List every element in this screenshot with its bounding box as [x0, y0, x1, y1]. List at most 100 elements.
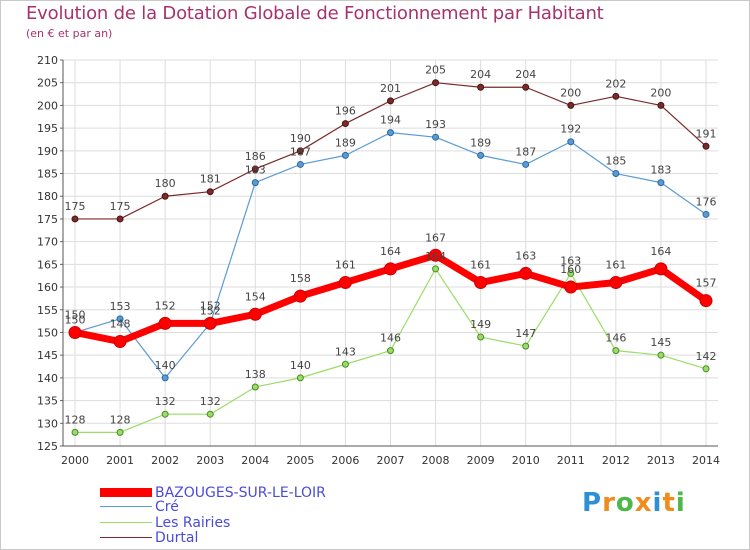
data-label-1: 140 [155, 359, 176, 372]
data-label-0: 164 [380, 245, 401, 258]
data-point-2 [702, 365, 710, 373]
data-point-2 [387, 347, 394, 355]
data-label-1: 150 [65, 313, 86, 326]
x-tick-label: 2000 [61, 454, 89, 467]
data-point-0 [429, 248, 443, 262]
data-label-1: 183 [650, 164, 671, 177]
data-point-0 [654, 262, 668, 276]
data-point-1 [116, 315, 124, 323]
data-label-0: 157 [696, 277, 717, 290]
y-tick-label: 200 [37, 99, 58, 112]
data-label-3: 175 [65, 200, 86, 213]
data-point-1 [387, 129, 394, 137]
data-label-2: 132 [155, 395, 176, 408]
data-point-1 [432, 133, 440, 141]
y-tick-label: 195 [37, 122, 58, 135]
data-point-0 [474, 276, 488, 290]
data-point-0 [203, 316, 217, 330]
data-point-3 [612, 92, 620, 100]
data-label-2: 163 [560, 254, 581, 267]
data-label-1: 189 [335, 136, 356, 149]
data-point-3 [296, 147, 304, 155]
data-label-3: 202 [605, 77, 626, 90]
data-label-2: 132 [200, 395, 221, 408]
data-label-2: 147 [515, 327, 536, 340]
data-label-3: 201 [380, 82, 401, 95]
data-point-1 [341, 151, 349, 159]
series-lines [68, 79, 713, 436]
x-tick-label: 2004 [241, 454, 269, 467]
data-point-1 [567, 138, 575, 146]
legend-label-durtal: Durtal [155, 530, 199, 546]
data-point-0 [609, 276, 623, 290]
data-label-0: 163 [515, 249, 536, 262]
data-point-0 [68, 325, 82, 339]
y-tick-label: 125 [37, 440, 58, 453]
data-label-2: 138 [245, 368, 266, 381]
data-label-1: 194 [380, 114, 401, 127]
x-tick-label: 2008 [422, 454, 450, 467]
x-tick-label: 2001 [106, 454, 134, 467]
y-tick-label: 165 [37, 258, 58, 271]
data-point-0 [113, 335, 127, 349]
data-label-3: 205 [425, 64, 446, 77]
data-label-3: 200 [560, 86, 581, 99]
data-label-2: 143 [335, 345, 356, 358]
y-tick-label: 140 [37, 372, 58, 385]
data-label-0: 158 [290, 272, 311, 285]
data-label-1: 187 [290, 145, 311, 158]
data-label-1: 187 [515, 145, 536, 158]
data-label-2: 142 [696, 350, 717, 363]
data-labels: 175 175 180 181 186 190 196 201 205 204 204 200 202 2… [65, 64, 717, 427]
data-point-3 [477, 83, 485, 91]
data-label-3: 175 [110, 200, 131, 213]
y-tick-label: 205 [37, 77, 58, 90]
y-tick-label: 190 [37, 145, 58, 158]
proxiti-logo: Proxiti [582, 488, 686, 518]
legend-item-bazouges: BAZOUGES-SUR-LE-LOIR [100, 485, 400, 501]
data-label-1: 153 [110, 300, 131, 313]
data-point-0 [338, 276, 352, 290]
data-label-0: 148 [110, 318, 131, 331]
legend-swatch-bazouges [100, 488, 152, 497]
chart-subtitle: (en € et par an) [26, 27, 113, 40]
data-label-0: 161 [335, 259, 356, 272]
data-label-1: 193 [425, 118, 446, 131]
chart-title: Evolution de la Dotation Globale de Fonc… [26, 3, 604, 24]
data-point-3 [657, 101, 665, 109]
logo-letter: t [662, 488, 676, 518]
x-tick-label: 2014 [692, 454, 720, 467]
data-label-3: 196 [335, 105, 356, 118]
data-point-3 [341, 120, 349, 128]
data-label-0: 167 [425, 231, 446, 244]
data-label-3: 204 [470, 68, 491, 81]
y-tick-label: 145 [37, 349, 58, 362]
data-label-2: 128 [65, 413, 86, 426]
legend-label-bazouges: BAZOUGES-SUR-LE-LOIR [155, 485, 326, 501]
logo-letter: i [652, 488, 663, 518]
data-label-2: 145 [650, 336, 671, 349]
data-point-3 [251, 165, 259, 173]
data-label-0: 150 [65, 308, 86, 321]
data-label-3: 181 [200, 173, 221, 186]
data-label-0: 161 [605, 259, 626, 272]
data-label-0: 161 [470, 259, 491, 272]
data-point-3 [116, 215, 124, 223]
data-label-3: 200 [650, 86, 671, 99]
data-label-1: 185 [605, 155, 626, 168]
logo-letter: P [582, 488, 603, 518]
data-point-0 [564, 280, 578, 294]
data-label-0: 164 [650, 245, 671, 258]
data-label-0: 154 [245, 290, 266, 303]
data-label-3: 191 [696, 127, 717, 140]
legend-item-les-rairies: Les Rairies [100, 515, 400, 531]
legend-item-durtal: Durtal [100, 530, 400, 546]
data-label-2: 128 [110, 413, 131, 426]
x-tick-label: 2012 [602, 454, 630, 467]
data-point-2 [657, 351, 665, 359]
data-label-1: 192 [560, 123, 581, 136]
logo-letter: x [634, 488, 653, 518]
x-tick-label: 2010 [512, 454, 540, 467]
data-label-2: 164 [425, 250, 446, 263]
